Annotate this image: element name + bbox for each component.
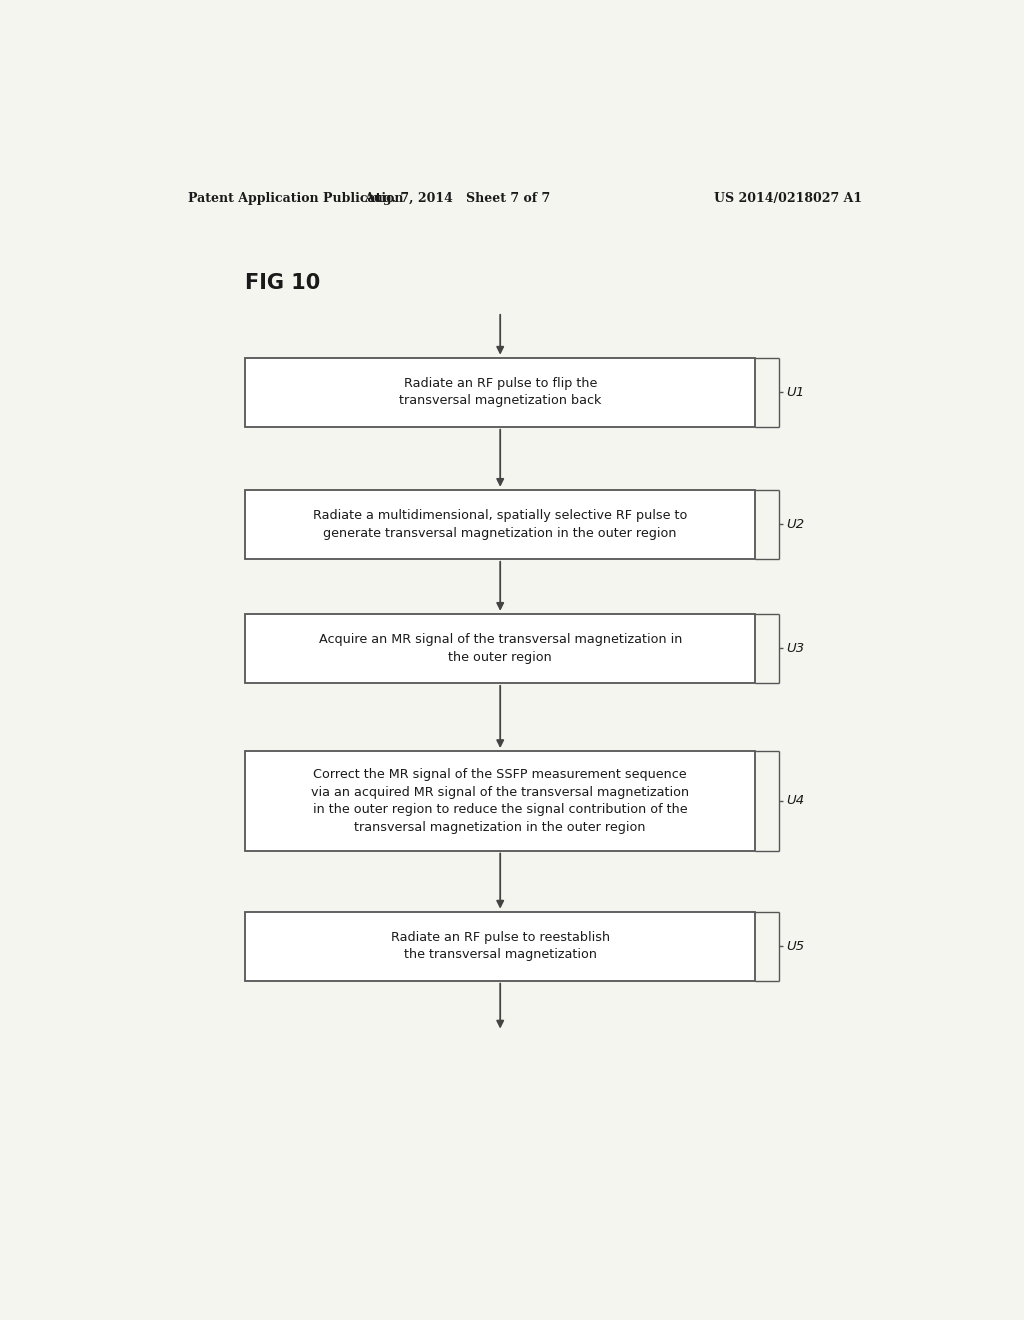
Text: Radiate an RF pulse to flip the
transversal magnetization back: Radiate an RF pulse to flip the transver… — [399, 378, 601, 408]
Text: US 2014/0218027 A1: US 2014/0218027 A1 — [714, 191, 862, 205]
Text: FIG 10: FIG 10 — [246, 273, 321, 293]
Bar — [246, 912, 755, 981]
Text: Correct the MR signal of the SSFP measurement sequence
via an acquired MR signal: Correct the MR signal of the SSFP measur… — [311, 768, 689, 833]
Text: U5: U5 — [786, 940, 805, 953]
Text: Radiate a multidimensional, spatially selective RF pulse to
generate transversal: Radiate a multidimensional, spatially se… — [313, 510, 687, 540]
Bar — [246, 358, 755, 426]
Text: U2: U2 — [786, 517, 805, 531]
Text: Patent Application Publication: Patent Application Publication — [187, 191, 403, 205]
Bar — [246, 490, 755, 558]
Text: Aug. 7, 2014   Sheet 7 of 7: Aug. 7, 2014 Sheet 7 of 7 — [365, 191, 551, 205]
Text: U4: U4 — [786, 795, 805, 808]
Bar — [246, 614, 755, 682]
Text: Acquire an MR signal of the transversal magnetization in
the outer region: Acquire an MR signal of the transversal … — [318, 634, 682, 664]
Text: U3: U3 — [786, 642, 805, 655]
Bar — [246, 751, 755, 850]
Text: U1: U1 — [786, 385, 805, 399]
Text: Radiate an RF pulse to reestablish
the transversal magnetization: Radiate an RF pulse to reestablish the t… — [390, 931, 609, 961]
